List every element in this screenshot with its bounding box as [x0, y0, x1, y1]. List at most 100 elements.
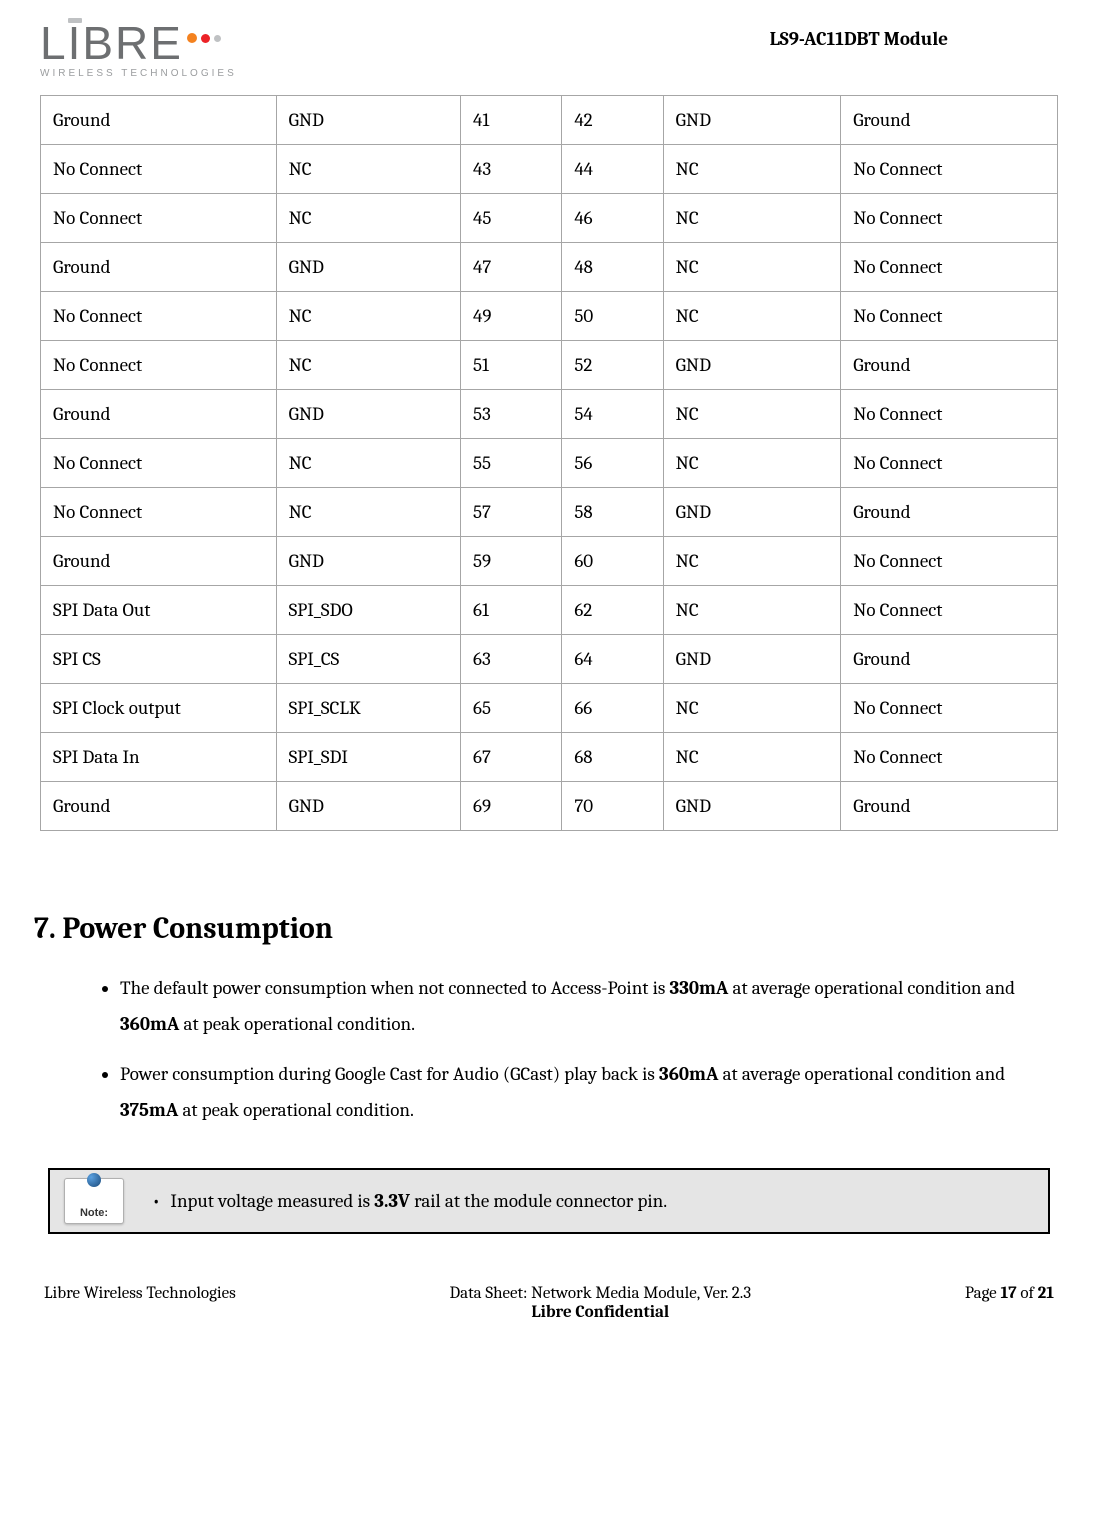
table-cell: 55: [461, 439, 562, 488]
footer-center: Data Sheet: Network Media Module, Ver. 2…: [236, 1284, 965, 1322]
text-bold: 375mA: [120, 1099, 178, 1121]
text-bold: 360mA: [120, 1013, 179, 1035]
table-cell: No Connect: [841, 243, 1058, 292]
table-cell: 48: [562, 243, 663, 292]
text: Power consumption during Google Cast for…: [120, 1063, 659, 1085]
page-header: LIBRE WIRELESS TECHNOLOGIES LS9-AC11DBT …: [40, 20, 1058, 79]
table-cell: Ground: [841, 488, 1058, 537]
table-cell: 61: [461, 586, 562, 635]
text-bold: 360mA: [659, 1063, 718, 1085]
table-cell: SPI_SDI: [276, 733, 460, 782]
footer-right: Page 17 of 21: [965, 1284, 1054, 1322]
table-cell: No Connect: [841, 684, 1058, 733]
power-bullets: The default power consumption when not c…: [40, 970, 1058, 1128]
note-icon-label: Note:: [80, 1207, 108, 1219]
table-cell: NC: [663, 145, 841, 194]
table-cell: GND: [276, 782, 460, 831]
table-cell: NC: [663, 684, 841, 733]
text: at average operational condition and: [728, 977, 1015, 999]
table-cell: 69: [461, 782, 562, 831]
table-row: No ConnectNC5152GNDGround: [41, 341, 1058, 390]
table-cell: 42: [562, 96, 663, 145]
table-cell: 70: [562, 782, 663, 831]
table-cell: GND: [276, 96, 460, 145]
table-cell: Ground: [41, 243, 277, 292]
table-cell: 60: [562, 537, 663, 586]
table-cell: 54: [562, 390, 663, 439]
text: The default power consumption when not c…: [120, 977, 670, 999]
table-cell: NC: [276, 341, 460, 390]
table-cell: SPI_CS: [276, 635, 460, 684]
table-cell: Ground: [841, 782, 1058, 831]
table-cell: SPI Data In: [41, 733, 277, 782]
table-cell: No Connect: [841, 537, 1058, 586]
text: Input voltage measured is: [170, 1190, 374, 1212]
table-row: SPI Clock outputSPI_SCLK6566NCNo Connect: [41, 684, 1058, 733]
table-cell: SPI_SCLK: [276, 684, 460, 733]
note-box: Note: • Input voltage measured is 3.3V r…: [48, 1168, 1050, 1234]
table-cell: 43: [461, 145, 562, 194]
table-cell: NC: [663, 537, 841, 586]
logo-dots-icon: [187, 33, 221, 43]
table-cell: Ground: [41, 390, 277, 439]
table-cell: Ground: [841, 96, 1058, 145]
table-cell: 63: [461, 635, 562, 684]
logo-text: LIBRE: [40, 20, 183, 66]
table-cell: NC: [663, 586, 841, 635]
table-cell: 68: [562, 733, 663, 782]
table-cell: 59: [461, 537, 562, 586]
note-icon: Note:: [64, 1178, 124, 1224]
table-cell: 44: [562, 145, 663, 194]
table-cell: No Connect: [841, 194, 1058, 243]
table-cell: Ground: [841, 635, 1058, 684]
table-cell: 66: [562, 684, 663, 733]
table-row: GroundGND4748NCNo Connect: [41, 243, 1058, 292]
table-cell: Ground: [841, 341, 1058, 390]
table-row: No ConnectNC5556NCNo Connect: [41, 439, 1058, 488]
table-cell: 67: [461, 733, 562, 782]
table-cell: Ground: [41, 96, 277, 145]
pin-table: GroundGND4142GNDGroundNo ConnectNC4344NC…: [40, 95, 1058, 831]
table-cell: GND: [663, 488, 841, 537]
bullet-item: Power consumption during Google Cast for…: [120, 1056, 1058, 1128]
table-cell: 51: [461, 341, 562, 390]
table-cell: No Connect: [41, 488, 277, 537]
table-cell: NC: [663, 439, 841, 488]
table-cell: NC: [663, 733, 841, 782]
table-cell: 52: [562, 341, 663, 390]
table-cell: 62: [562, 586, 663, 635]
table-row: SPI Data InSPI_SDI6768NCNo Connect: [41, 733, 1058, 782]
table-cell: NC: [276, 194, 460, 243]
table-row: GroundGND5960NCNo Connect: [41, 537, 1058, 586]
text: at peak operational condition.: [179, 1013, 415, 1035]
table-cell: 64: [562, 635, 663, 684]
table-cell: GND: [663, 782, 841, 831]
table-cell: NC: [276, 439, 460, 488]
note-text: • Input voltage measured is 3.3V rail at…: [142, 1190, 1034, 1212]
section-heading: 7. Power Consumption: [34, 911, 1058, 946]
table-row: GroundGND4142GNDGround: [41, 96, 1058, 145]
table-cell: No Connect: [41, 439, 277, 488]
table-cell: No Connect: [841, 390, 1058, 439]
table-row: No ConnectNC4546NCNo Connect: [41, 194, 1058, 243]
table-row: No ConnectNC4344NCNo Connect: [41, 145, 1058, 194]
table-cell: GND: [663, 341, 841, 390]
table-cell: 47: [461, 243, 562, 292]
table-cell: SPI Data Out: [41, 586, 277, 635]
table-cell: GND: [663, 96, 841, 145]
table-cell: 46: [562, 194, 663, 243]
logo: LIBRE WIRELESS TECHNOLOGIES: [40, 20, 270, 79]
table-cell: 49: [461, 292, 562, 341]
table-cell: NC: [276, 145, 460, 194]
table-cell: GND: [276, 537, 460, 586]
table-cell: 65: [461, 684, 562, 733]
table-row: GroundGND6970GNDGround: [41, 782, 1058, 831]
table-cell: No Connect: [841, 586, 1058, 635]
text: rail at the module connector pin.: [410, 1190, 667, 1212]
table-cell: No Connect: [41, 145, 277, 194]
table-cell: NC: [663, 390, 841, 439]
table-cell: SPI Clock output: [41, 684, 277, 733]
table-cell: 58: [562, 488, 663, 537]
table-cell: 41: [461, 96, 562, 145]
table-cell: 45: [461, 194, 562, 243]
